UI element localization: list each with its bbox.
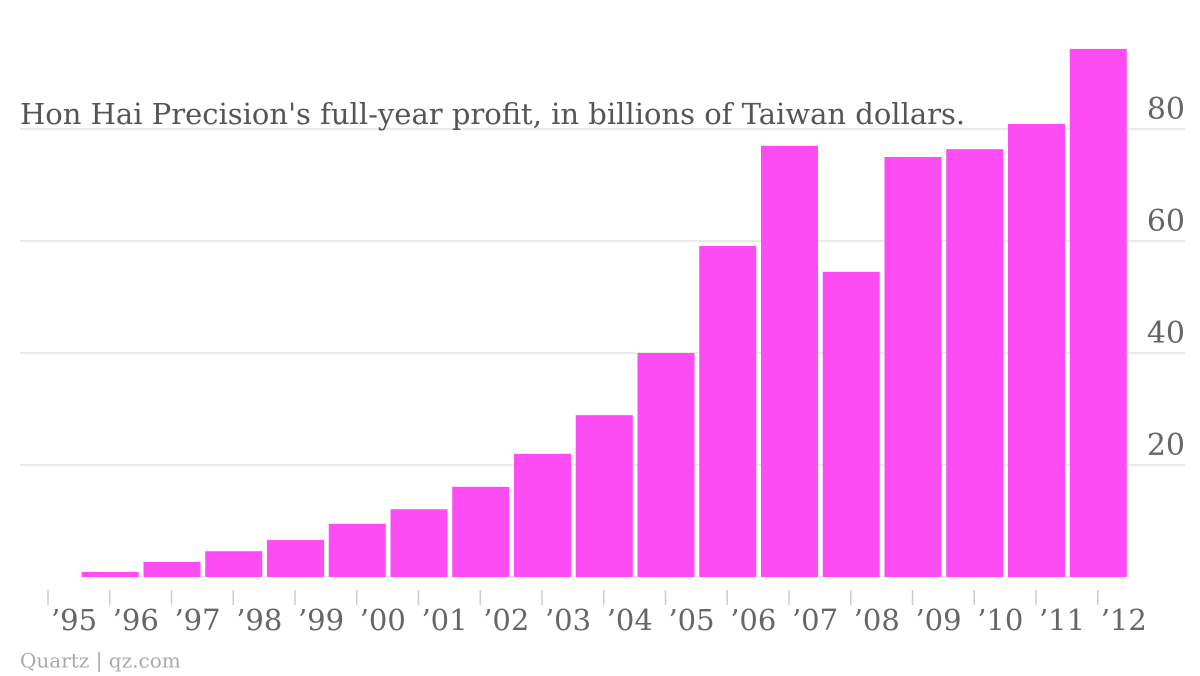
x-tick-label: ’06 — [730, 603, 776, 637]
x-tick-label: ’08 — [854, 603, 900, 637]
x-tick-label: ’00 — [360, 603, 406, 637]
y-tick-label: 40 — [1147, 316, 1185, 351]
x-tick-label: ’99 — [298, 603, 344, 637]
x-tick-label: ’96 — [113, 603, 159, 637]
y-tick-label: 80 — [1147, 92, 1185, 127]
x-tick-label: ’97 — [174, 603, 220, 637]
y-tick-label: 20 — [1147, 428, 1185, 463]
y-tick-label: 60 — [1147, 204, 1185, 239]
bar — [205, 551, 263, 577]
bar — [884, 157, 942, 577]
bar — [452, 486, 510, 577]
chart-title: Hon Hai Precision's full-year profit, in… — [20, 97, 965, 131]
x-tick-label: ’95 — [51, 603, 97, 637]
x-tick-label: ’04 — [607, 603, 653, 637]
x-tick-label: ’02 — [483, 603, 529, 637]
x-tick-label: ’03 — [545, 603, 591, 637]
bar — [946, 149, 1004, 577]
bar — [1008, 123, 1065, 578]
bar — [822, 271, 880, 577]
bar — [328, 523, 386, 577]
source: Quartz | qz.com — [20, 649, 181, 674]
bar — [81, 571, 139, 577]
bar — [390, 509, 448, 577]
x-tick-label: ’98 — [236, 603, 282, 637]
x-tick-label: ’07 — [792, 603, 838, 637]
x-tick-label: ’11 — [1039, 603, 1085, 637]
x-tick-label: ’12 — [1101, 603, 1147, 637]
x-tick-label: ’05 — [668, 603, 714, 637]
x-tick-label: ’01 — [421, 603, 467, 637]
bar — [514, 453, 571, 577]
x-tick-label: ’10 — [977, 603, 1023, 637]
x-tick-label: ’09 — [915, 603, 961, 637]
bar — [575, 415, 633, 577]
bar — [761, 145, 818, 578]
bar — [267, 540, 324, 577]
bar — [699, 246, 757, 578]
bar — [1069, 48, 1127, 578]
bar — [637, 353, 695, 577]
bar — [143, 561, 201, 577]
